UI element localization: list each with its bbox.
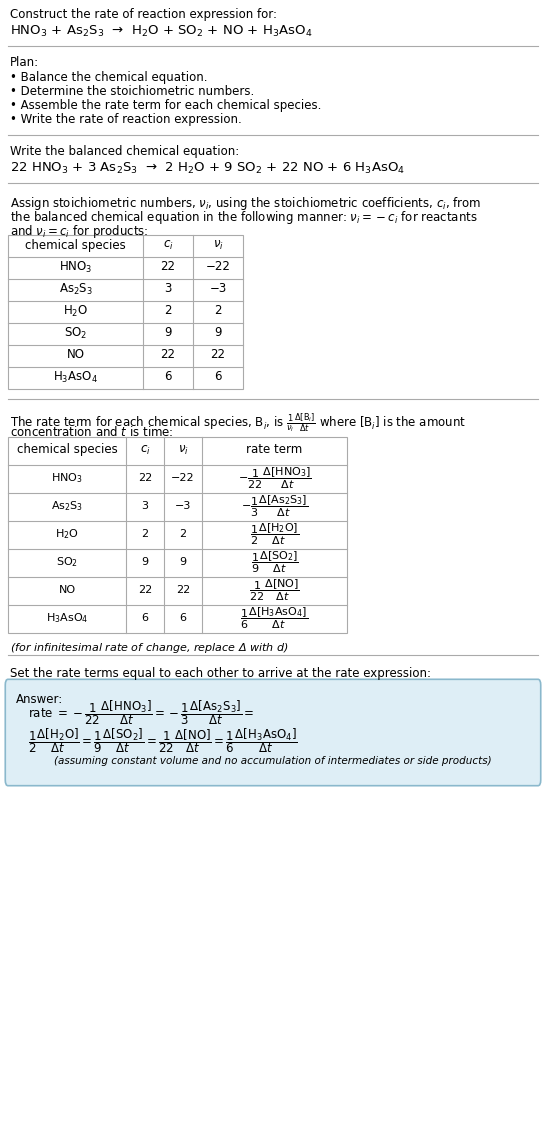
- Text: $c_i$: $c_i$: [140, 444, 150, 456]
- Text: 22: 22: [138, 585, 152, 595]
- Text: 3: 3: [164, 282, 171, 296]
- Text: NO: NO: [67, 348, 85, 362]
- Text: rate term: rate term: [246, 444, 302, 456]
- Text: HNO$_3$: HNO$_3$: [51, 471, 83, 485]
- Text: $-\dfrac{1}{22}\dfrac{\Delta[\mathrm{HNO_3}]}{\Delta t}$: $-\dfrac{1}{22}\dfrac{\Delta[\mathrm{HNO…: [238, 465, 311, 490]
- Text: 2: 2: [164, 305, 172, 318]
- Text: 22: 22: [161, 348, 175, 362]
- Text: H$_2$O: H$_2$O: [55, 527, 79, 541]
- Text: 6: 6: [214, 371, 222, 384]
- Text: Plan:: Plan:: [10, 56, 39, 69]
- Text: $c_i$: $c_i$: [163, 239, 174, 251]
- Text: (for infinitesimal rate of change, replace Δ with $d$): (for infinitesimal rate of change, repla…: [10, 641, 289, 655]
- Text: 2: 2: [141, 529, 149, 539]
- Text: 6: 6: [164, 371, 172, 384]
- Text: HNO$_3$ + As$_2$S$_3$  →  H$_2$O + SO$_2$ + NO + H$_3$AsO$_4$: HNO$_3$ + As$_2$S$_3$ → H$_2$O + SO$_2$ …: [10, 24, 312, 39]
- Text: 9: 9: [164, 327, 172, 339]
- Text: 9: 9: [214, 327, 222, 339]
- Text: Answer:: Answer:: [16, 693, 63, 706]
- Text: $\nu_i$: $\nu_i$: [212, 239, 223, 251]
- Text: $\nu_i$: $\nu_i$: [177, 444, 188, 456]
- Text: −22: −22: [205, 261, 230, 273]
- Text: Assign stoichiometric numbers, $\nu_i$, using the stoichiometric coefficients, $: Assign stoichiometric numbers, $\nu_i$, …: [10, 195, 481, 212]
- Text: As$_2$S$_3$: As$_2$S$_3$: [58, 281, 92, 297]
- Text: 22: 22: [211, 348, 225, 362]
- Text: 22: 22: [176, 585, 190, 595]
- Text: Construct the rate of reaction expression for:: Construct the rate of reaction expressio…: [10, 8, 277, 20]
- Text: $\dfrac{1}{2}\dfrac{\Delta[\mathrm{H_2O}]}{\Delta t}$: $\dfrac{1}{2}\dfrac{\Delta[\mathrm{H_2O}…: [250, 521, 299, 546]
- Text: 9: 9: [141, 556, 149, 567]
- Text: −3: −3: [209, 282, 227, 296]
- Bar: [8, 236, 243, 389]
- Text: SO$_2$: SO$_2$: [64, 325, 87, 340]
- Text: H$_3$AsO$_4$: H$_3$AsO$_4$: [53, 370, 98, 385]
- Text: rate $= -\dfrac{1}{22}\dfrac{\Delta[\mathrm{HNO_3}]}{\Delta t} = -\dfrac{1}{3}\d: rate $= -\dfrac{1}{22}\dfrac{\Delta[\mat…: [28, 699, 254, 727]
- Text: $\dfrac{1}{2}\dfrac{\Delta[\mathrm{H_2O}]}{\Delta t} = \dfrac{1}{9}\dfrac{\Delta: $\dfrac{1}{2}\dfrac{\Delta[\mathrm{H_2O}…: [28, 726, 298, 756]
- Text: 22: 22: [161, 261, 175, 273]
- Text: 22: 22: [138, 473, 152, 483]
- Text: As$_2$S$_3$: As$_2$S$_3$: [51, 500, 83, 513]
- Text: $-\dfrac{1}{3}\dfrac{\Delta[\mathrm{As_2S_3}]}{\Delta t}$: $-\dfrac{1}{3}\dfrac{\Delta[\mathrm{As_2…: [241, 493, 308, 519]
- Text: −22: −22: [171, 473, 195, 483]
- Text: and $\nu_i = c_i$ for products:: and $\nu_i = c_i$ for products:: [10, 223, 149, 240]
- Text: 22 HNO$_3$ + 3 As$_2$S$_3$  →  2 H$_2$O + 9 SO$_2$ + 22 NO + 6 H$_3$AsO$_4$: 22 HNO$_3$ + 3 As$_2$S$_3$ → 2 H$_2$O + …: [10, 160, 405, 176]
- Text: NO: NO: [58, 585, 75, 595]
- Text: 2: 2: [214, 305, 222, 318]
- Text: 6: 6: [141, 613, 149, 622]
- Text: 3: 3: [141, 501, 149, 511]
- Text: H$_3$AsO$_4$: H$_3$AsO$_4$: [46, 611, 88, 625]
- Text: • Assemble the rate term for each chemical species.: • Assemble the rate term for each chemic…: [10, 99, 322, 112]
- Text: SO$_2$: SO$_2$: [56, 555, 78, 569]
- Text: • Determine the stoichiometric numbers.: • Determine the stoichiometric numbers.: [10, 85, 254, 98]
- Text: • Balance the chemical equation.: • Balance the chemical equation.: [10, 71, 207, 84]
- Text: −3: −3: [175, 501, 191, 511]
- Text: • Write the rate of reaction expression.: • Write the rate of reaction expression.: [10, 113, 242, 126]
- Text: Set the rate terms equal to each other to arrive at the rate expression:: Set the rate terms equal to each other t…: [10, 667, 431, 681]
- Text: The rate term for each chemical species, B$_i$, is $\frac{1}{\nu_i}\frac{\Delta[: The rate term for each chemical species,…: [10, 411, 466, 434]
- Text: the balanced chemical equation in the following manner: $\nu_i = -c_i$ for react: the balanced chemical equation in the fo…: [10, 209, 478, 226]
- FancyBboxPatch shape: [5, 679, 541, 785]
- Text: 6: 6: [180, 613, 187, 622]
- Bar: [8, 437, 347, 633]
- Text: $\dfrac{1}{6}\dfrac{\Delta[\mathrm{H_3AsO_4}]}{\Delta t}$: $\dfrac{1}{6}\dfrac{\Delta[\mathrm{H_3As…: [240, 605, 308, 630]
- Text: chemical species: chemical species: [16, 444, 117, 456]
- Text: HNO$_3$: HNO$_3$: [59, 259, 92, 274]
- Text: H$_2$O: H$_2$O: [63, 304, 88, 319]
- Text: concentration and $t$ is time:: concentration and $t$ is time:: [10, 424, 174, 439]
- Text: chemical species: chemical species: [25, 239, 126, 251]
- Text: Write the balanced chemical equation:: Write the balanced chemical equation:: [10, 145, 239, 158]
- Text: $\dfrac{1}{9}\dfrac{\Delta[\mathrm{SO_2}]}{\Delta t}$: $\dfrac{1}{9}\dfrac{\Delta[\mathrm{SO_2}…: [251, 550, 299, 575]
- Text: $\dfrac{1}{22}\dfrac{\Delta[\mathrm{NO}]}{\Delta t}$: $\dfrac{1}{22}\dfrac{\Delta[\mathrm{NO}]…: [249, 577, 300, 603]
- Text: 9: 9: [180, 556, 187, 567]
- Text: 2: 2: [180, 529, 187, 539]
- Text: (assuming constant volume and no accumulation of intermediates or side products): (assuming constant volume and no accumul…: [54, 756, 492, 766]
